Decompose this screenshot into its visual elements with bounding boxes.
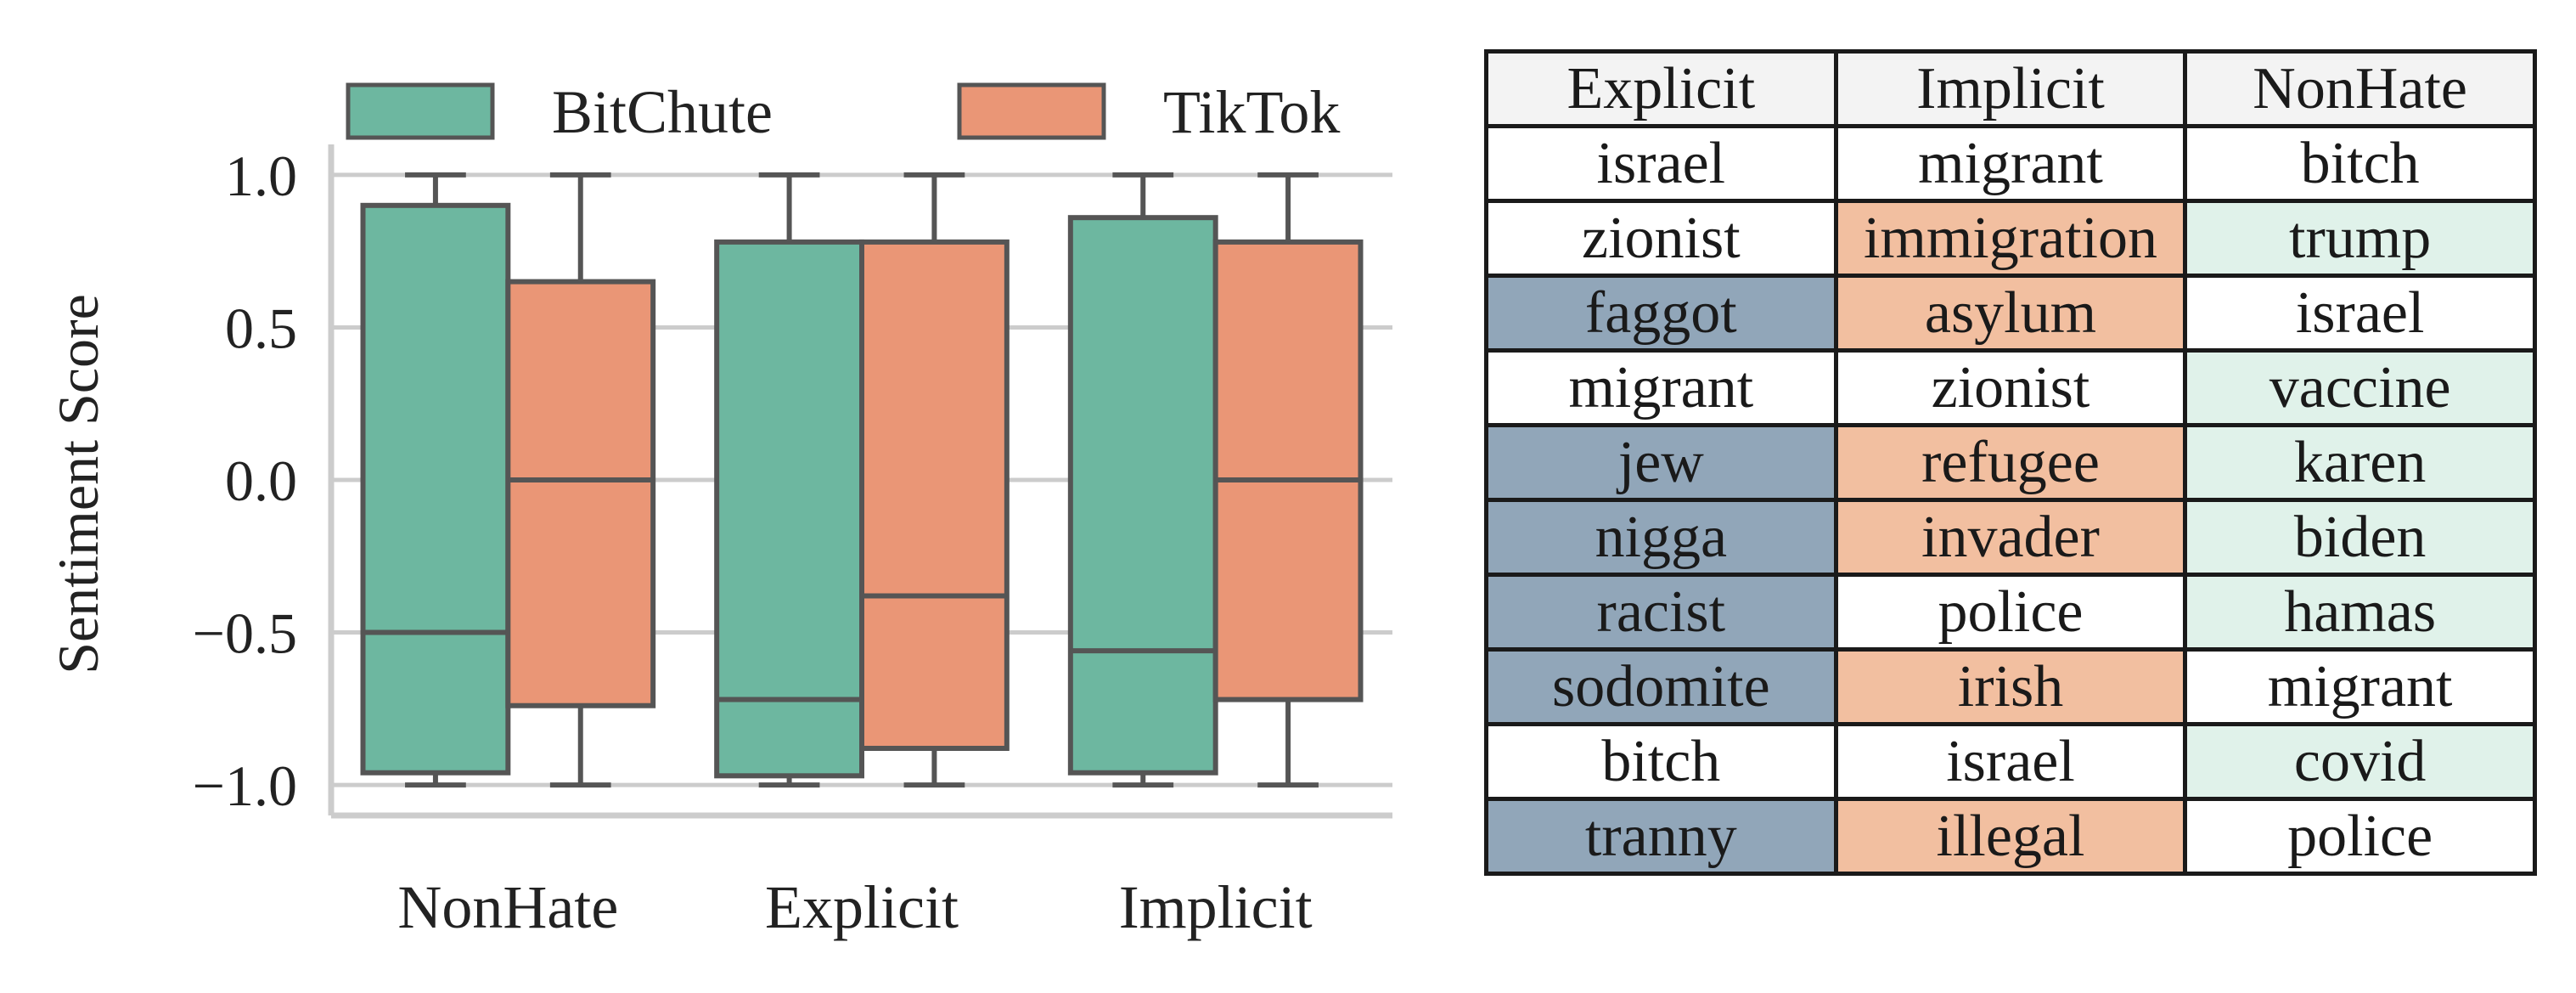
legend-label-bitchute: BitChute xyxy=(552,78,773,146)
table-cell: police xyxy=(2183,797,2537,876)
y-tick-label: −1.0 xyxy=(193,753,297,818)
table-cell: police xyxy=(1833,573,2188,652)
table-cell: biden xyxy=(2183,498,2537,577)
table-cell: irish xyxy=(1833,647,2188,726)
y-tick-label: −0.5 xyxy=(193,601,297,666)
table-row: israel migrant bitch xyxy=(1484,124,2537,203)
table-row: migrant zionist vaccine xyxy=(1484,348,2537,427)
y-tick-label: 0.0 xyxy=(225,449,297,513)
y-tick-label: 0.5 xyxy=(225,296,297,360)
sentiment-boxplot: 1.0 0.5 0.0 −0.5 −1.0 NonHate Explicit Implici… xyxy=(46,78,1392,941)
table-cell: racist xyxy=(1484,573,1838,652)
x-tick-label: Implicit xyxy=(1119,873,1313,941)
table-cell: refugee xyxy=(1833,423,2188,502)
column-header-implicit: Implicit xyxy=(1833,49,2188,128)
table-row: nigga invader biden xyxy=(1484,498,2537,577)
table-cell: israel xyxy=(1484,124,1838,203)
y-axis-label: Sentiment Score xyxy=(46,294,110,674)
table-cell: migrant xyxy=(2183,647,2537,726)
table-cell: sodomite xyxy=(1484,647,1838,726)
table-cell: zionist xyxy=(1833,348,2188,427)
table-cell: illegal xyxy=(1833,797,2188,876)
box-tiktok xyxy=(859,239,1010,751)
table-cell: israel xyxy=(2183,274,2537,353)
table-row: zionist immigration trump xyxy=(1484,199,2537,278)
column-header-nonhate: NonHate xyxy=(2183,49,2537,128)
table-cell: karen xyxy=(2183,423,2537,502)
column-header-explicit: Explicit xyxy=(1484,49,1838,128)
box-bitchute xyxy=(714,239,865,779)
box-tiktok xyxy=(505,279,656,708)
table-header-row: Explicit Implicit NonHate xyxy=(1484,49,2537,128)
legend-swatch-bitchute xyxy=(346,82,495,140)
table-row: sodomite irish migrant xyxy=(1484,647,2537,726)
table-cell: covid xyxy=(2183,722,2537,801)
legend-swatch-tiktok xyxy=(957,82,1106,140)
table-cell: nigga xyxy=(1484,498,1838,577)
table-cell: zionist xyxy=(1484,199,1838,278)
table-cell: israel xyxy=(1833,722,2188,801)
table-cell: invader xyxy=(1833,498,2188,577)
legend-label-tiktok: TikTok xyxy=(1163,78,1340,146)
box-bitchute xyxy=(360,202,511,776)
axes xyxy=(328,144,1392,819)
table-cell: jew xyxy=(1484,423,1838,502)
table-cell: migrant xyxy=(1833,124,2188,203)
y-tick-labels: 1.0 0.5 0.0 −0.5 −1.0 xyxy=(193,144,297,818)
table-cell: migrant xyxy=(1484,348,1838,427)
box-tiktok xyxy=(1212,239,1364,702)
table-cell: tranny xyxy=(1484,797,1838,876)
table-row: bitch israel covid xyxy=(1484,722,2537,801)
table-cell: asylum xyxy=(1833,274,2188,353)
y-tick-label: 1.0 xyxy=(225,144,297,208)
table-cell: bitch xyxy=(1484,722,1838,801)
table-cell: immigration xyxy=(1833,199,2188,278)
table-body: israel migrant bitch zionist immigration trum… xyxy=(1484,124,2537,876)
table-row: tranny illegal police xyxy=(1484,797,2537,876)
table-row: jew refugee karen xyxy=(1484,423,2537,502)
legend: BitChute TikTok xyxy=(346,78,1340,146)
x-tick-label: NonHate xyxy=(397,873,618,941)
x-tick-label: Explicit xyxy=(765,873,959,941)
x-tick-labels: NonHate Explicit Implicit xyxy=(397,873,1312,941)
table-row: racist police hamas xyxy=(1484,573,2537,652)
box-bitchute xyxy=(1067,215,1218,776)
table-cell: bitch xyxy=(2183,124,2537,203)
table-cell: vaccine xyxy=(2183,348,2537,427)
table-row: faggot asylum israel xyxy=(1484,274,2537,353)
table-cell: hamas xyxy=(2183,573,2537,652)
table-cell: faggot xyxy=(1484,274,1838,353)
top-words-table: Explicit Implicit NonHate israel migrant bit… xyxy=(1484,49,2537,876)
table-cell: trump xyxy=(2183,199,2537,278)
box-series xyxy=(360,172,1364,788)
